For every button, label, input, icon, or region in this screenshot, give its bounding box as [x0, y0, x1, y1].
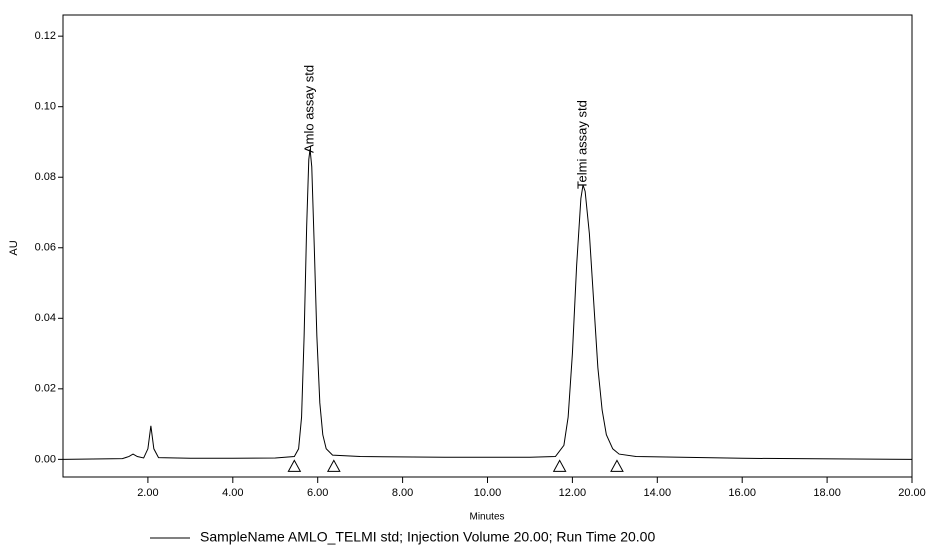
y-tick-label: 0.08 [35, 171, 56, 183]
integration-mark [287, 459, 302, 472]
x-axis-label: Minutes [469, 512, 504, 523]
peak-label: Telmi assay std [574, 100, 589, 189]
y-tick-label: 0.04 [35, 312, 56, 324]
integration-mark [610, 459, 624, 472]
x-tick-label: 18.00 [813, 487, 841, 499]
y-axis-label: AU [8, 240, 20, 255]
peak-label: Amlo assay std [301, 65, 316, 153]
x-tick-label: 2.00 [137, 487, 158, 499]
x-tick-label: 10.00 [474, 487, 502, 499]
x-tick-label: 4.00 [222, 487, 243, 499]
integration-mark [326, 459, 341, 472]
y-tick-label: 0.00 [35, 453, 56, 465]
x-tick-label: 16.00 [728, 487, 756, 499]
integration-mark [552, 459, 567, 472]
series-line [62, 148, 913, 460]
x-tick-label: 12.00 [559, 487, 587, 499]
x-tick-label: 14.00 [644, 487, 672, 499]
y-tick-label: 0.12 [35, 30, 56, 42]
y-tick-label: 0.06 [35, 242, 56, 254]
plot-frame [62, 14, 913, 478]
y-tick-label: 0.02 [35, 383, 56, 395]
x-tick-label: 20.00 [898, 487, 926, 499]
y-tick-label: 0.10 [35, 101, 56, 113]
x-tick-label: 6.00 [307, 487, 328, 499]
x-tick-label: 8.00 [392, 487, 413, 499]
legend-label: SampleName AMLO_TELMI std; Injection Vol… [200, 529, 655, 545]
